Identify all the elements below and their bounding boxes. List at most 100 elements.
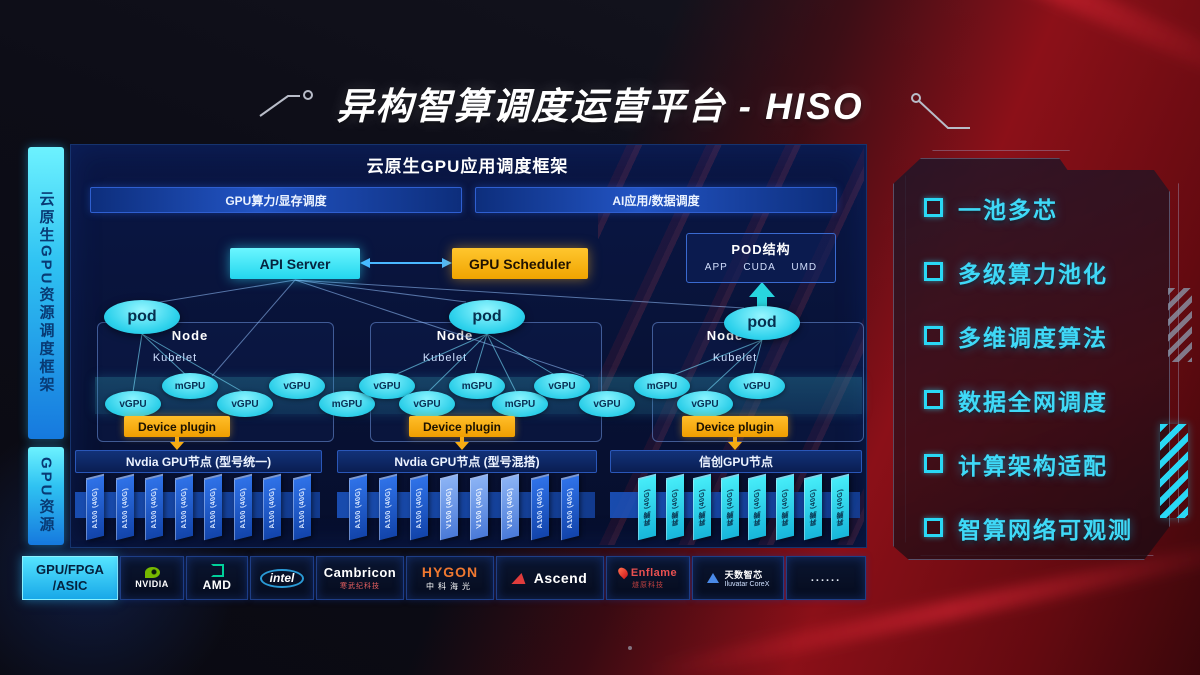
vendor-iluvatar-sub: Iluvatar CoreX (724, 581, 770, 588)
pod-struct-item-umd: UMD (791, 262, 818, 273)
title-deco-right (911, 93, 970, 129)
vendor-enflame: Enflame 燧原科技 (606, 556, 690, 600)
vendor-ascend-label: Ascend (533, 570, 588, 586)
gpu-ellipse-mgpu: mGPU (449, 373, 505, 399)
device-plugin-1: Device plugin (124, 416, 230, 437)
gpu-card: A100 (40G) (292, 473, 311, 541)
gpu-card-label: 昇腾 (40G) (698, 488, 706, 528)
vendor-cambricon-label: Cambricon (323, 565, 397, 580)
gpu-card-label: A100 (40G) (567, 486, 575, 530)
gpu-card-label: 昇腾 (40G) (836, 488, 844, 528)
gpu-ellipse-vgpu: vGPU (269, 373, 325, 399)
amd-logo-icon (210, 564, 224, 577)
sidebar-gpu-label: GPU资源 (37, 457, 55, 535)
pod-3: pod (724, 306, 800, 340)
ai-data-scheduling-bar: AI应用/数据调度 (475, 187, 837, 213)
square-bullet-icon (924, 518, 943, 537)
gpu-card: A100 (40G) (204, 473, 222, 541)
gpu-card-label: 昇腾 (40G) (753, 488, 761, 528)
node-label-2: Node (436, 328, 474, 343)
pod-struct-arrow (749, 282, 775, 312)
gpu-ellipse-vgpu: vGPU (399, 391, 455, 417)
gpu-card: 昇腾 (40G) (693, 473, 712, 541)
vendor-hygon: HYGON 中科海光 (406, 556, 494, 600)
gpu-card: A100 (40G) (115, 473, 134, 541)
feature-label: 智算网络可观测 (958, 516, 1133, 543)
pod-struct-item-app: APP (704, 262, 728, 273)
deco-dot (628, 646, 632, 650)
vendor-nvidia: NVIDIA (120, 556, 184, 600)
gpu-card-label: A100 (40G) (385, 486, 393, 530)
square-bullet-icon (924, 326, 943, 345)
gpu-card-label: A100 (40G) (239, 486, 247, 530)
gpu-card: 昇腾 (40G) (776, 473, 794, 541)
gpu-card: 昇腾 (40G) (803, 473, 822, 541)
gpu-ellipse-mgpu: mGPU (634, 373, 690, 399)
gpu-ellipse-vgpu: vGPU (105, 391, 161, 417)
vendor-enflame-sub: 燧原科技 (632, 581, 664, 589)
gpu-node-bar-3: 信创GPU节点 (610, 450, 862, 473)
title-deco-left (259, 90, 313, 117)
vendor-iluvatar: 天数智芯 Iluvatar CoreX (692, 556, 784, 600)
vendor-more: ...... (786, 556, 866, 600)
gpu-card: A100 (40G) (86, 473, 104, 541)
vendor-iluvatar-label: 天数智芯 (724, 570, 763, 580)
bar-left-label: GPU算力/显存调度 (225, 193, 327, 208)
gpu-card-label: A100 (40G) (298, 486, 306, 530)
gpu-node-bar-1: Nvdia GPU节点 (型号统一) (75, 450, 322, 473)
vendor-hygon-sub: 中科海光 (426, 582, 474, 591)
bar-right-label: AI应用/数据调度 (612, 193, 700, 208)
vendor-nvidia-label: NVIDIA (135, 579, 169, 589)
gpu-card: A100 (40G) (233, 473, 252, 541)
vendor-more-label: ...... (810, 572, 842, 584)
gpu-card: V100 (40G) (439, 473, 458, 541)
pod-struct-item-cuda: CUDA (743, 262, 776, 273)
feature-label: 计算架构适配 (958, 452, 1108, 479)
gpu-card-label: A100 (40G) (269, 486, 276, 530)
gpu-card: V100 (40G) (470, 473, 489, 541)
sidebar-framework-bar: 云原生GPU资源调度框架 (28, 147, 64, 439)
gpu-card: A100 (40G) (530, 473, 549, 541)
pod-1: pod (104, 300, 180, 334)
hw-label-line1: GPU/FPGA (36, 561, 104, 577)
feature-item: 多维调度算法 (924, 322, 1159, 351)
gpu-card-label: 昇腾 (40G) (781, 488, 789, 528)
feature-item: 多级算力池化 (924, 258, 1159, 287)
square-bullet-icon (924, 198, 943, 217)
gpu-card-label: V100 (40G) (476, 486, 484, 529)
gpu-card-label: 昇腾 (40G) (726, 488, 734, 528)
gpu-card-label: A100 (40G) (151, 486, 158, 530)
gpu-scheduler-box: GPU Scheduler (452, 248, 588, 279)
feature-item: 计算架构适配 (924, 450, 1159, 479)
feature-item: 数据全网调度 (924, 386, 1159, 415)
pod-2: pod (449, 300, 525, 334)
gpu-card: A100 (40G) (379, 473, 398, 541)
feature-item: 一池多芯 (924, 194, 1159, 223)
gpu-card: A100 (40G) (349, 473, 367, 541)
hw-type-box: GPU/FPGA /ASIC (22, 556, 118, 600)
gpu-compute-scheduling-bar: GPU算力/显存调度 (90, 187, 462, 213)
feature-label: 多级算力池化 (958, 260, 1108, 287)
square-bullet-icon (924, 454, 943, 473)
gpu-card-label: 昇腾 (40G) (671, 488, 679, 528)
gpu-ellipse-mgpu: mGPU (162, 373, 218, 399)
card-band-1 (75, 492, 320, 518)
feature-label: 一池多芯 (958, 196, 1058, 223)
page-title: 异构智算调度运营平台 - HISO (336, 86, 864, 127)
gpu-card: A100 (40G) (561, 473, 580, 541)
iluvatar-logo-icon (706, 573, 719, 583)
vendor-amd: AMD (186, 556, 248, 600)
vendor-intel-label: intel (259, 568, 305, 588)
gpu-card: 昇腾 (40G) (748, 473, 767, 541)
deco-stripes-cyan (1160, 424, 1188, 518)
gpu-card-label: A100 (40G) (355, 486, 362, 530)
gpu-card-label: A100 (40G) (92, 486, 99, 530)
vendor-amd-label: AMD (202, 578, 232, 592)
gpu-card-label: V100 (40G) (506, 486, 514, 529)
gpu-ellipse-vgpu: vGPU (677, 391, 733, 417)
gpu-card: A100 (40G) (263, 473, 281, 541)
gpu-card-label: A100 (40G) (180, 486, 188, 530)
gpu-card-label: A100 (40G) (121, 486, 129, 530)
feature-label: 多维调度算法 (958, 324, 1108, 351)
